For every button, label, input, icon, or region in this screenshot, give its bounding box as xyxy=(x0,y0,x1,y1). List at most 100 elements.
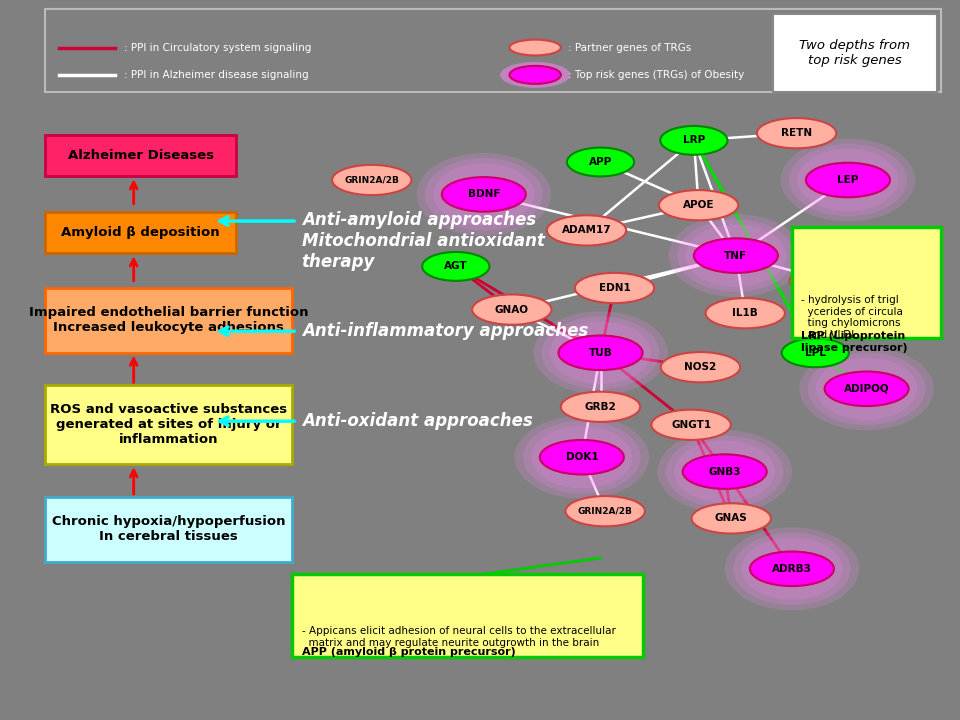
Ellipse shape xyxy=(789,144,907,216)
Ellipse shape xyxy=(561,392,640,422)
Text: LEP: LEP xyxy=(837,175,858,185)
Ellipse shape xyxy=(433,163,534,225)
Text: : Partner genes of TRGs: : Partner genes of TRGs xyxy=(568,42,691,53)
Ellipse shape xyxy=(798,149,899,211)
Text: GRIN2A/2B: GRIN2A/2B xyxy=(578,507,633,516)
Ellipse shape xyxy=(825,372,909,406)
Ellipse shape xyxy=(417,153,551,236)
Ellipse shape xyxy=(442,177,526,212)
Text: GNGT1: GNGT1 xyxy=(671,420,711,430)
Ellipse shape xyxy=(666,436,783,508)
Ellipse shape xyxy=(559,336,642,370)
Ellipse shape xyxy=(652,410,731,440)
Text: Two depths from
top risk genes: Two depths from top risk genes xyxy=(800,40,910,67)
Ellipse shape xyxy=(472,294,551,325)
Text: GNAS: GNAS xyxy=(715,513,748,523)
Text: BDNF: BDNF xyxy=(468,189,500,199)
Ellipse shape xyxy=(781,338,849,367)
Ellipse shape xyxy=(741,538,842,600)
Ellipse shape xyxy=(500,62,570,88)
Ellipse shape xyxy=(515,415,649,499)
Ellipse shape xyxy=(660,352,740,382)
Text: Alzheimer Diseases: Alzheimer Diseases xyxy=(67,149,214,162)
Text: - hydrolysis of trigl
  ycerides of circula
  ting chylomicrons
  and VLDL: - hydrolysis of trigl ycerides of circul… xyxy=(802,295,903,340)
Text: APP (amyloid β protein precursor): APP (amyloid β protein precursor) xyxy=(301,647,516,657)
Ellipse shape xyxy=(425,158,542,230)
Text: Anti-amyloid approaches
Mitochondrial antioxidant
therapy: Anti-amyloid approaches Mitochondrial an… xyxy=(301,212,544,271)
Ellipse shape xyxy=(800,347,934,431)
Ellipse shape xyxy=(565,496,645,526)
Text: ADIPOQ: ADIPOQ xyxy=(844,384,890,394)
Ellipse shape xyxy=(806,163,890,197)
Ellipse shape xyxy=(780,138,915,222)
Ellipse shape xyxy=(534,311,668,395)
Ellipse shape xyxy=(540,440,624,474)
Ellipse shape xyxy=(750,552,834,586)
Text: Amyloid β deposition: Amyloid β deposition xyxy=(61,226,220,239)
Text: - Appicans elicit adhesion of neural cells to the extracellular
  matrix and may: - Appicans elicit adhesion of neural cel… xyxy=(301,626,615,648)
Ellipse shape xyxy=(706,298,785,328)
Text: TNF: TNF xyxy=(725,251,748,261)
FancyBboxPatch shape xyxy=(45,385,293,464)
Text: GRB2: GRB2 xyxy=(585,402,616,412)
Ellipse shape xyxy=(733,533,851,605)
Ellipse shape xyxy=(575,273,654,303)
Text: : Top risk genes (TRGs) of Obesity: : Top risk genes (TRGs) of Obesity xyxy=(568,70,744,80)
Ellipse shape xyxy=(332,165,412,195)
Ellipse shape xyxy=(532,426,633,488)
Ellipse shape xyxy=(756,118,836,148)
Text: GNB3: GNB3 xyxy=(708,467,741,477)
Ellipse shape xyxy=(816,358,917,420)
FancyBboxPatch shape xyxy=(293,574,642,657)
Ellipse shape xyxy=(683,454,767,489)
Text: TUB: TUB xyxy=(588,348,612,358)
Text: GRIN2A/2B: GRIN2A/2B xyxy=(345,176,399,184)
FancyBboxPatch shape xyxy=(45,135,236,176)
Text: APP: APP xyxy=(588,157,612,167)
Ellipse shape xyxy=(510,66,561,84)
Text: GNAO: GNAO xyxy=(494,305,529,315)
Text: IL-6: IL-6 xyxy=(818,276,840,286)
Text: DOK1: DOK1 xyxy=(565,452,598,462)
Text: : PPI in Alzheimer disease signaling: : PPI in Alzheimer disease signaling xyxy=(125,70,309,80)
Text: AGT: AGT xyxy=(444,261,468,271)
Ellipse shape xyxy=(659,190,738,220)
Ellipse shape xyxy=(422,252,490,281)
Ellipse shape xyxy=(660,126,728,155)
Text: ADRB3: ADRB3 xyxy=(772,564,812,574)
Text: APOE: APOE xyxy=(683,200,714,210)
Ellipse shape xyxy=(523,421,640,493)
Ellipse shape xyxy=(725,527,859,611)
Text: ADAM17: ADAM17 xyxy=(562,225,612,235)
Ellipse shape xyxy=(550,322,651,384)
Ellipse shape xyxy=(669,214,804,297)
Text: RETN: RETN xyxy=(781,128,812,138)
Ellipse shape xyxy=(547,215,626,246)
Ellipse shape xyxy=(677,220,795,292)
Text: LRP: LRP xyxy=(683,135,705,145)
Ellipse shape xyxy=(694,238,778,273)
Text: Anti-inflammatory approaches: Anti-inflammatory approaches xyxy=(301,323,588,341)
FancyBboxPatch shape xyxy=(792,227,942,338)
Text: IL1B: IL1B xyxy=(732,308,758,318)
Text: Anti-oxidant approaches: Anti-oxidant approaches xyxy=(301,412,533,431)
FancyBboxPatch shape xyxy=(773,14,937,92)
Ellipse shape xyxy=(685,225,786,287)
FancyBboxPatch shape xyxy=(45,212,236,253)
Text: LPL: LPL xyxy=(804,348,826,358)
Text: ROS and vasoactive substances
generated at sites of injury or
inflammation: ROS and vasoactive substances generated … xyxy=(50,403,287,446)
Ellipse shape xyxy=(789,266,869,296)
Ellipse shape xyxy=(807,353,925,425)
Text: Impaired endothelial barrier function
Increased leukocyte adhesions: Impaired endothelial barrier function In… xyxy=(29,307,308,334)
Text: EDN1: EDN1 xyxy=(599,283,631,293)
FancyBboxPatch shape xyxy=(45,288,293,353)
Ellipse shape xyxy=(674,441,775,503)
Ellipse shape xyxy=(510,40,561,55)
Text: : PPI in Circulatory system signaling: : PPI in Circulatory system signaling xyxy=(125,42,312,53)
FancyBboxPatch shape xyxy=(45,497,293,562)
Ellipse shape xyxy=(691,503,771,534)
Text: Chronic hypoxia/hypoperfusion
In cerebral tissues: Chronic hypoxia/hypoperfusion In cerebra… xyxy=(52,516,285,543)
Text: LRP (Lipoprotein
lipase precursor): LRP (Lipoprotein lipase precursor) xyxy=(802,331,908,353)
Ellipse shape xyxy=(567,148,635,176)
Ellipse shape xyxy=(658,430,792,513)
